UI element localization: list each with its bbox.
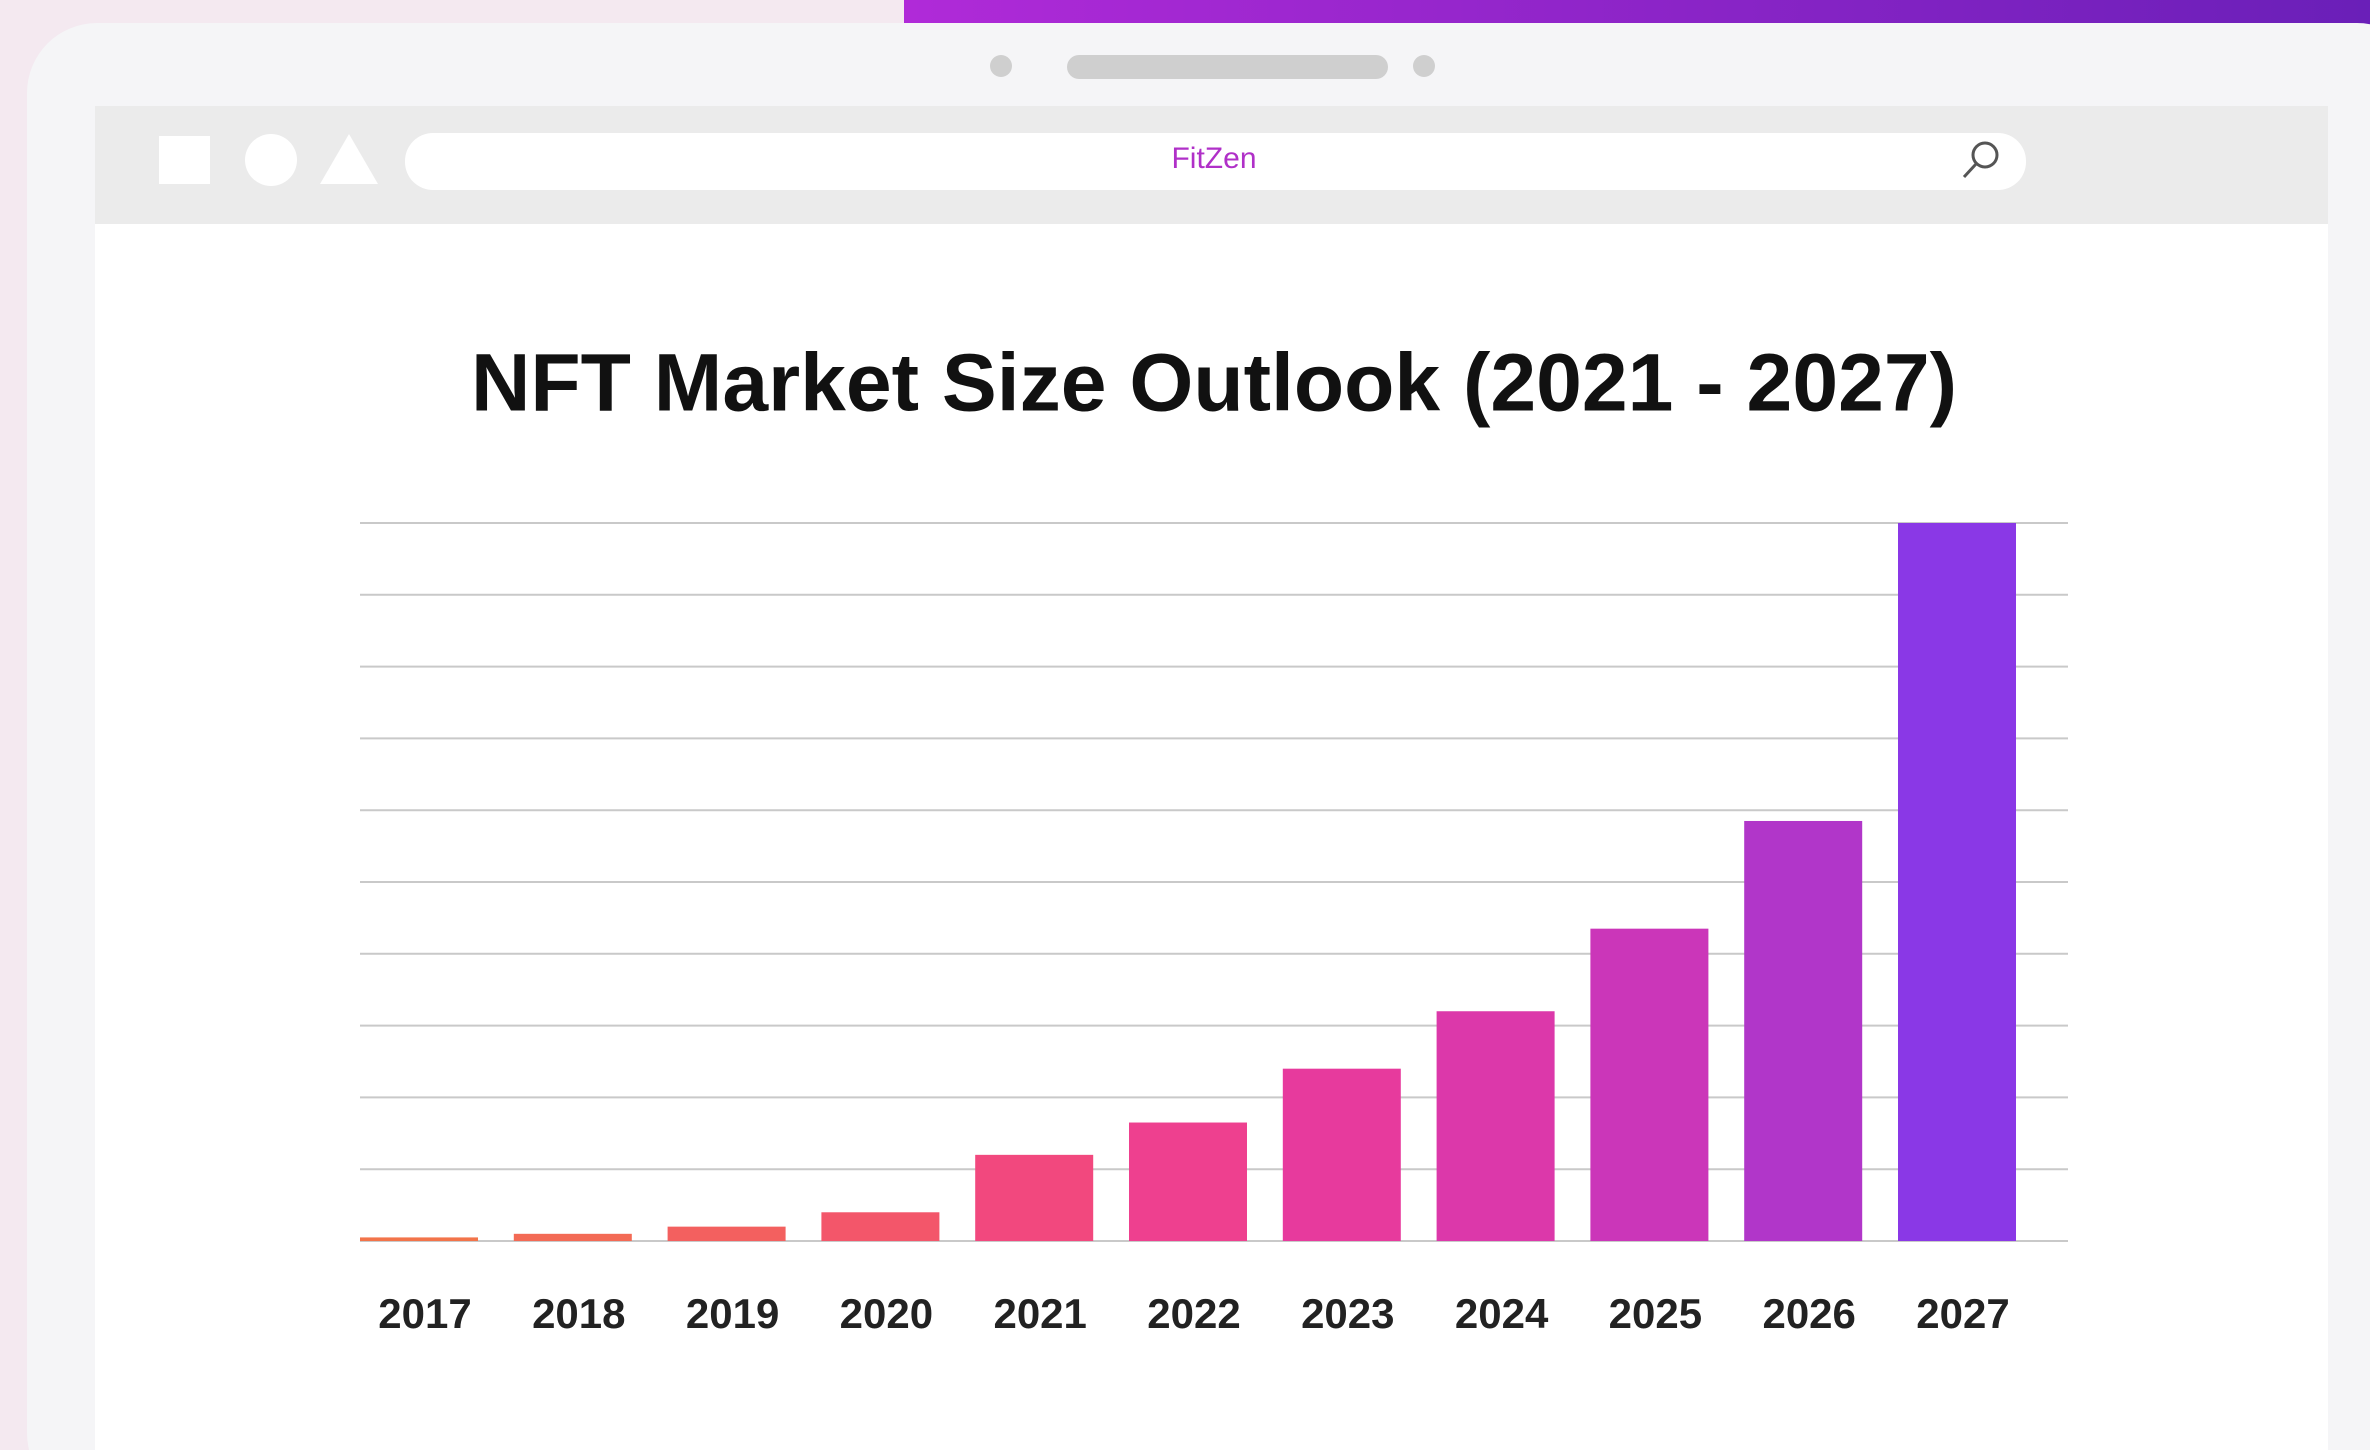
x-tick-label: 2021 <box>993 1290 1086 1337</box>
square-icon <box>159 136 210 184</box>
circle-icon <box>245 134 297 186</box>
bar <box>821 1212 940 1241</box>
bar <box>360 1237 478 1241</box>
chart-title: NFT Market Size Outlook (2021 - 2027) <box>471 338 1957 429</box>
x-tick-label: 2019 <box>686 1290 779 1337</box>
x-tick-label: 2018 <box>532 1290 625 1337</box>
x-tick-label: 2027 <box>1916 1290 2009 1337</box>
address-bar[interactable] <box>405 133 2026 190</box>
search-handle <box>1962 162 1978 179</box>
bar <box>975 1154 1094 1241</box>
top-strip <box>904 0 2370 26</box>
bar <box>513 1233 632 1241</box>
x-tick-label: 2017 <box>378 1290 471 1337</box>
bar <box>1436 1011 1555 1241</box>
bar <box>1590 928 1709 1241</box>
bar <box>1898 523 2016 1241</box>
triangle-icon <box>320 134 378 184</box>
bar <box>667 1226 786 1241</box>
speaker <box>1067 55 1388 79</box>
camera-dot <box>990 55 1012 77</box>
x-tick-label: 2025 <box>1609 1290 1702 1337</box>
search-lens <box>1971 141 1999 169</box>
bar <box>1129 1122 1247 1241</box>
bar <box>1282 1068 1401 1241</box>
x-tick-label: 2022 <box>1147 1290 1240 1337</box>
search-icon[interactable] <box>1962 141 1999 179</box>
address-text: FitZen <box>1171 142 1256 175</box>
x-tick-label: 2023 <box>1301 1290 1394 1337</box>
sensor-dot <box>1413 55 1435 77</box>
x-tick-label: 2020 <box>840 1290 933 1337</box>
x-tick-label: 2026 <box>1762 1290 1855 1337</box>
bar <box>1744 820 1863 1241</box>
x-tick-label: 2024 <box>1455 1290 1549 1337</box>
